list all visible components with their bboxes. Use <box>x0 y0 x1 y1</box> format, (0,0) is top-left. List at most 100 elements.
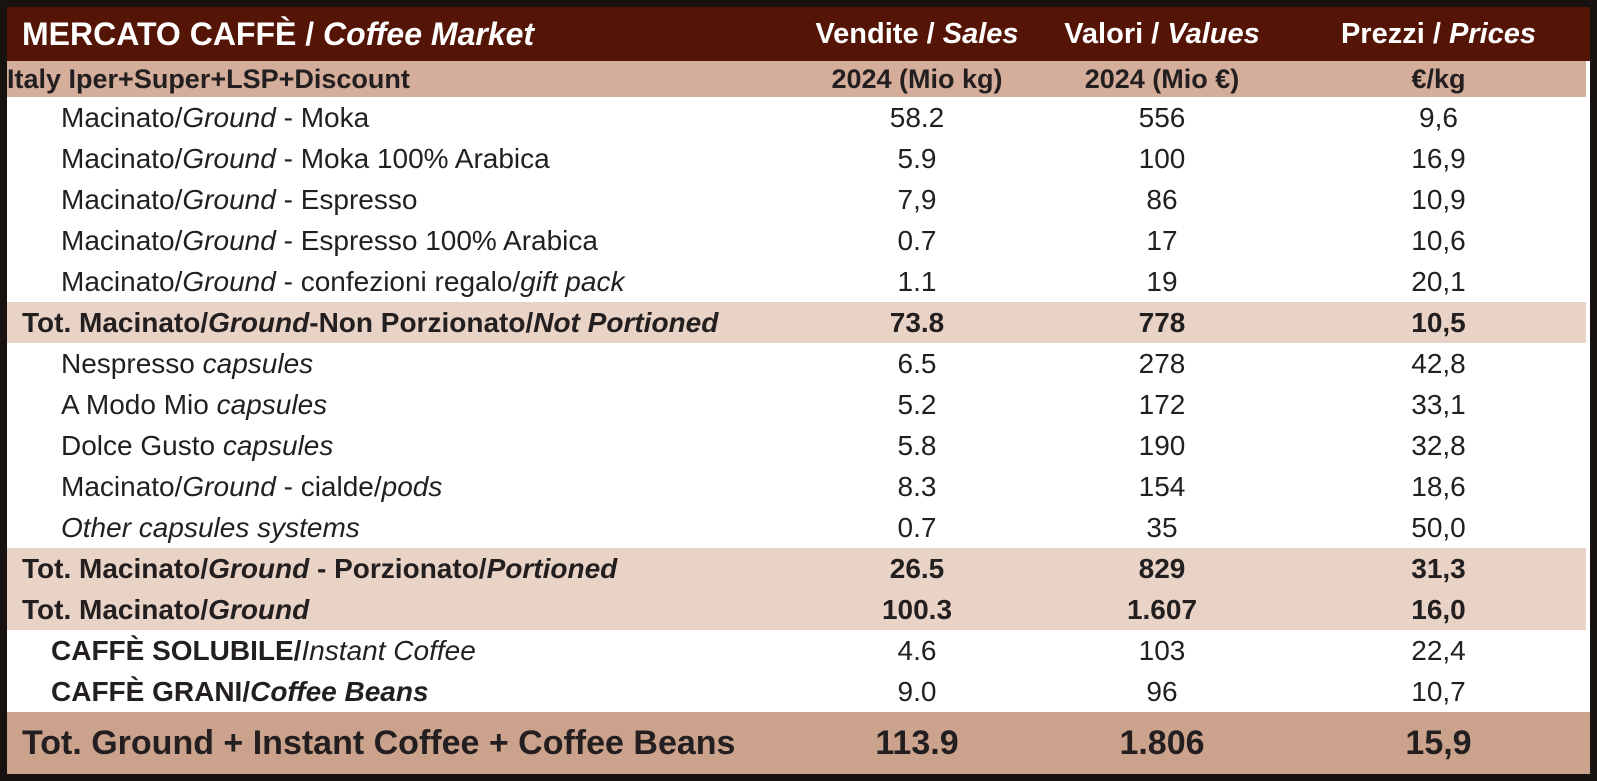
values-cell: 190 <box>1138 429 1186 461</box>
label-segment: - cialde/ <box>275 470 382 502</box>
sales-cell: 58.2 <box>889 101 945 133</box>
table-row: Macinato/Ground - cialde/pods 8.3 154 18,6 <box>7 466 1590 507</box>
label-segment: capsules <box>202 347 314 379</box>
label-segment: capsules <box>222 429 334 461</box>
sales-cell: 0.7 <box>897 511 937 543</box>
label-segment: - Espresso 100% Arabica <box>275 224 598 256</box>
label-segment: Tot. Macinato/ <box>22 306 209 338</box>
price-cell: 22,4 <box>1411 634 1466 666</box>
label-segment: - Moka <box>275 101 370 133</box>
label-segment: CAFFÈ GRANI/ <box>51 675 251 707</box>
price-cell: 42,8 <box>1411 347 1466 379</box>
sales-cell: 5.9 <box>897 142 937 174</box>
price-cell: 16,9 <box>1411 142 1466 174</box>
table-row: CAFFÈ GRANI/Coffee Beans 9.0 96 10,7 <box>7 671 1590 712</box>
col-header-prices: Prezzi / Prices <box>1287 18 1590 51</box>
values-cell: 556 <box>1138 101 1186 133</box>
values-cell: 100 <box>1138 142 1186 174</box>
row-label: Tot. Macinato/Ground <box>7 594 797 626</box>
label-segment: Dolce Gusto <box>61 429 223 461</box>
unit-header-sales: 2024 (Mio kg) <box>831 63 1003 94</box>
price-cell: 10,9 <box>1411 183 1466 215</box>
sales-cell: 7,9 <box>897 183 937 215</box>
table-row: Macinato/Ground - Moka 100% Arabica 5.9 10… <box>7 138 1590 179</box>
label-segment: Nespresso <box>61 347 203 379</box>
label-segment: Macinato/ <box>61 224 183 256</box>
label-segment: pods <box>381 470 443 502</box>
label-segment: Ground <box>182 142 276 174</box>
label-segment: Ground <box>182 183 276 215</box>
sales-cell: 113.9 <box>875 723 959 762</box>
sales-cell: 5.2 <box>897 388 937 420</box>
price-cell: 9,6 <box>1419 101 1458 133</box>
values-cell: 154 <box>1138 470 1186 502</box>
row-label: A Modo Mio capsules <box>7 389 797 421</box>
row-label: CAFFÈ SOLUBILE/Instant Coffee <box>7 635 797 667</box>
table-row: Tot. Macinato/Ground 100.3 1.607 16,0 <box>7 589 1590 630</box>
price-cell: 20,1 <box>1411 265 1466 297</box>
values-cell: 829 <box>1138 552 1186 584</box>
values-cell: 1.806 <box>1119 723 1205 762</box>
label-segment: - confezioni regalo/ <box>275 265 521 297</box>
header-row: MERCATO CAFFÈ / Coffee Market Vendite / … <box>7 7 1590 61</box>
row-label: Dolce Gusto capsules <box>7 430 797 462</box>
sales-cell: 9.0 <box>897 675 937 707</box>
label-segment: Macinato/ <box>61 183 183 215</box>
values-cell: 278 <box>1138 347 1186 379</box>
table-title: MERCATO CAFFÈ / Coffee Market <box>7 16 797 53</box>
row-label: Tot. Macinato/Ground - Porzionato/Portio… <box>7 553 797 585</box>
col-header-sales: Vendite / Sales <box>797 18 1037 51</box>
label-segment: Coffee Beans <box>250 675 429 707</box>
label-segment: Ground <box>182 101 276 133</box>
label-segment: Macinato/ <box>61 265 183 297</box>
values-cell: 17 <box>1146 224 1178 256</box>
table-row: CAFFÈ SOLUBILE/Instant Coffee 4.6 103 22,4 <box>7 630 1590 671</box>
table-row: Macinato/Ground - Moka 58.2 556 9,6 <box>7 97 1590 138</box>
sales-cell: 26.5 <box>889 552 945 584</box>
row-label: Tot. Ground + Instant Coffee + Coffee Be… <box>7 724 797 763</box>
label-segment: - Moka 100% Arabica <box>275 142 550 174</box>
row-label: Nespresso capsules <box>7 348 797 380</box>
unit-header-prices: €/kg <box>1411 63 1466 94</box>
row-label: Macinato/Ground - Espresso <box>7 184 797 216</box>
values-cell: 778 <box>1138 306 1186 338</box>
label-segment: Tot. Macinato/ <box>22 593 209 625</box>
price-cell: 10,7 <box>1411 675 1466 707</box>
price-cell: 50,0 <box>1411 511 1466 543</box>
label-segment: Not Portioned <box>533 306 719 338</box>
label-segment: Ground <box>182 470 276 502</box>
row-label: Macinato/Ground - confezioni regalo/gift… <box>7 266 797 298</box>
label-segment: Ground <box>208 593 310 625</box>
values-cell: 172 <box>1138 388 1186 420</box>
label-segment: Macinato/ <box>61 142 183 174</box>
label-segment: Vendite / <box>815 17 943 50</box>
row-label: Tot. Macinato/Ground-Non Porzionato/Not … <box>7 307 797 339</box>
unit-header-values: 2024 (Mio €) <box>1084 63 1240 94</box>
price-cell: 10,6 <box>1411 224 1466 256</box>
label-segment: Ground <box>182 224 276 256</box>
table-row: Tot. Macinato/Ground-Non Porzionato/Not … <box>7 302 1590 343</box>
row-label: Macinato/Ground - Espresso 100% Arabica <box>7 225 797 257</box>
row-label: Macinato/Ground - cialde/pods <box>7 471 797 503</box>
table-row: Nespresso capsules 6.5 278 42,8 <box>7 343 1590 384</box>
table-row: Tot. Ground + Instant Coffee + Coffee Be… <box>7 712 1590 774</box>
label-segment: Prices <box>1448 17 1537 50</box>
table-row: Macinato/Ground - Espresso 100% Arabica 0… <box>7 220 1590 261</box>
table-row: Tot. Macinato/Ground - Porzionato/Portio… <box>7 548 1590 589</box>
row-label: Macinato/Ground - Moka 100% Arabica <box>7 143 797 175</box>
sales-cell: 8.3 <box>897 470 937 502</box>
table-body: Macinato/Ground - Moka 58.2 556 9,6 Macinato… <box>7 97 1590 774</box>
values-cell: 1.607 <box>1126 593 1198 625</box>
label-segment: MERCATO CAFFÈ / <box>22 15 324 52</box>
values-cell: 96 <box>1146 675 1178 707</box>
label-segment: Prezzi / <box>1340 17 1449 50</box>
label-segment: A Modo Mio <box>61 388 217 420</box>
price-cell: 16,0 <box>1411 593 1466 625</box>
sales-cell: 100.3 <box>881 593 953 625</box>
row-label: Macinato/Ground - Moka <box>7 102 797 134</box>
label-segment: Ground <box>182 265 276 297</box>
sales-cell: 4.6 <box>897 634 937 666</box>
col-header-values: Valori / Values <box>1037 18 1287 51</box>
sales-cell: 6.5 <box>897 347 937 379</box>
label-segment: Portioned <box>486 552 618 584</box>
